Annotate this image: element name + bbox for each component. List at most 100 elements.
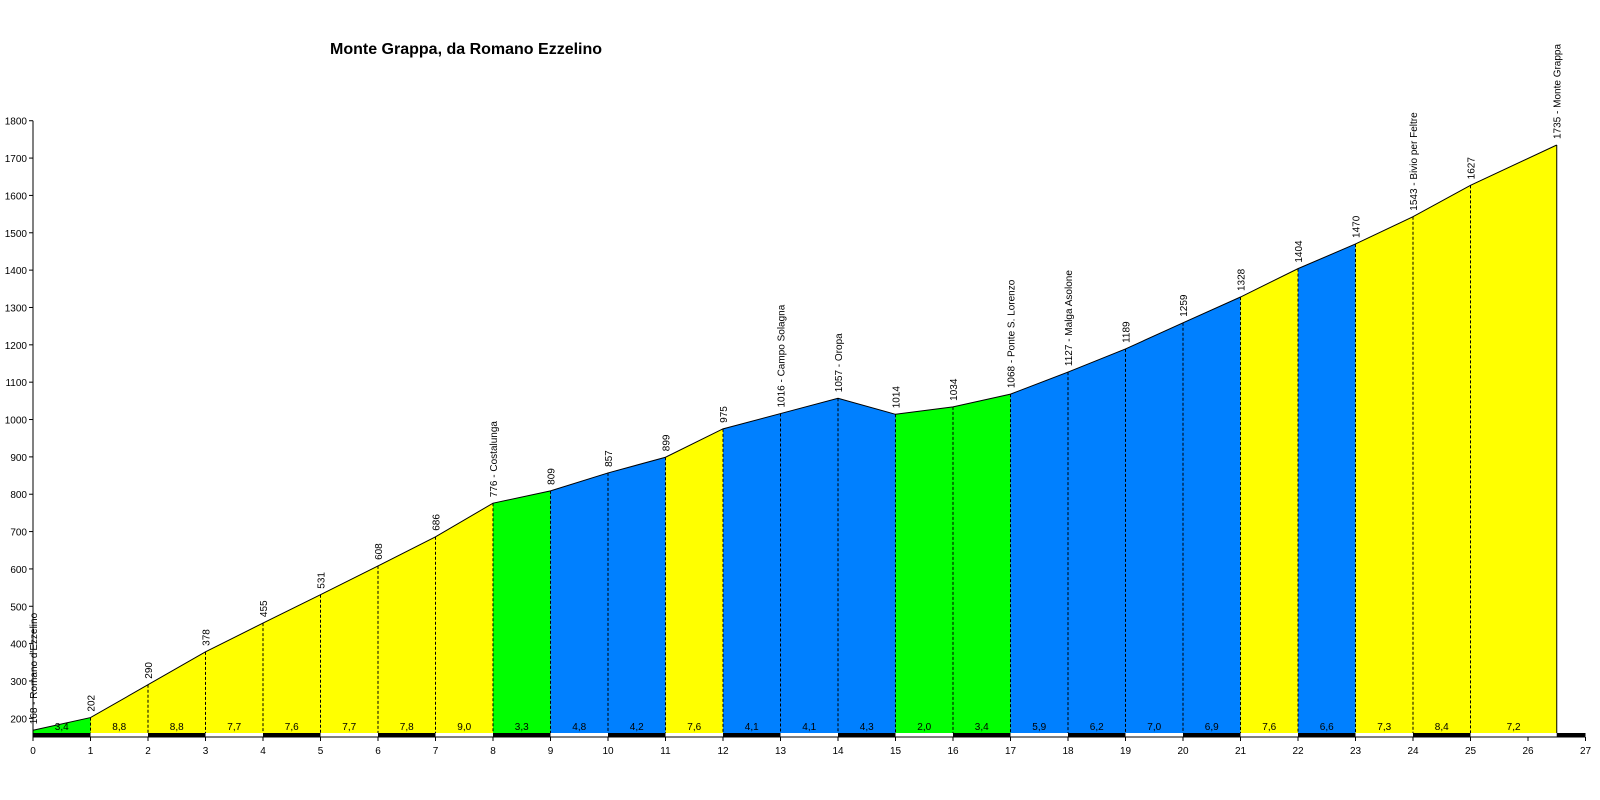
y-tick-label: 400 — [10, 640, 27, 651]
segment-area — [493, 490, 551, 733]
km-strip — [1068, 733, 1126, 737]
segment-area — [1183, 297, 1241, 733]
elevation-label: 686 — [432, 514, 443, 531]
elevation-label: 1404 — [1294, 240, 1305, 263]
y-tick-label: 600 — [10, 565, 27, 576]
x-tick-label: 19 — [1120, 746, 1132, 757]
km-strip — [148, 733, 206, 737]
y-tick-label: 1100 — [5, 378, 27, 389]
y-tick-label: 300 — [10, 677, 27, 688]
elevation-label: 1127 - Malga Asolone — [1064, 270, 1075, 366]
elevation-label: 290 — [144, 662, 155, 679]
segment-area — [1010, 372, 1068, 733]
segment-area — [838, 398, 896, 733]
elevation-label: 899 — [662, 434, 673, 451]
segment-grade-label: 7,6 — [687, 722, 701, 733]
elevation-label: 1735 - Monte Grappa — [1553, 44, 1564, 139]
elevation-label: 809 — [547, 468, 558, 485]
segment-area — [1240, 268, 1298, 733]
x-tick-label: 3 — [203, 746, 209, 757]
segment-area — [780, 398, 838, 733]
km-strip — [493, 733, 551, 737]
y-tick-label: 1700 — [5, 154, 28, 165]
y-tick-label: 1600 — [5, 191, 28, 202]
elevation-label: 168 - Romano d'Ezzelino — [29, 612, 40, 724]
km-strip — [33, 733, 91, 737]
x-tick-label: 7 — [433, 746, 439, 757]
segment-grade-label: 8,8 — [112, 722, 126, 733]
elevation-label: 1543 - Bivio per Feltre — [1409, 112, 1420, 211]
x-tick-label: 16 — [947, 746, 959, 757]
segment-area — [1125, 322, 1183, 733]
segment-area — [953, 394, 1011, 733]
segment-grade-label: 4,2 — [630, 722, 644, 733]
axes: 2003004005006007008009001000110012001300… — [5, 117, 1592, 757]
segment-grade-label: 7,8 — [400, 722, 414, 733]
segment-grade-label: 7,2 — [1507, 722, 1521, 733]
x-tick-label: 10 — [602, 746, 614, 757]
x-tick-label: 20 — [1177, 746, 1189, 757]
x-tick-label: 17 — [1005, 746, 1017, 757]
segment-grade-label: 6,2 — [1090, 722, 1104, 733]
km-strip — [320, 733, 378, 737]
km-strip — [665, 733, 723, 737]
y-tick-label: 1300 — [5, 303, 28, 314]
km-strip — [1556, 733, 1586, 737]
km-strip — [1298, 733, 1356, 737]
x-tick-label: 22 — [1292, 746, 1304, 757]
segment-grade-label: 3,4 — [975, 722, 989, 733]
segment-area — [205, 623, 263, 733]
km-strip — [205, 733, 263, 737]
segment-area — [608, 457, 666, 733]
y-tick-label: 1500 — [5, 229, 28, 240]
segment-area — [550, 472, 608, 733]
elevation-label: 975 — [719, 406, 730, 423]
segment-grade-label: 7,6 — [1262, 722, 1276, 733]
x-tick-label: 23 — [1350, 746, 1362, 757]
y-tick-label: 1400 — [5, 266, 28, 277]
km-strip — [895, 733, 953, 737]
y-tick-label: 900 — [10, 453, 27, 464]
segment-grade-label: 4,1 — [745, 722, 759, 733]
segment-grade-label: 6,9 — [1205, 722, 1219, 733]
km-strip — [608, 733, 666, 737]
x-tick-label: 1 — [88, 746, 94, 757]
x-tick-label: 2 — [145, 746, 151, 757]
segment-area — [320, 565, 378, 733]
segment-area — [1298, 243, 1356, 734]
x-tick-label: 26 — [1522, 746, 1534, 757]
segment-grade-label: 4,1 — [802, 722, 816, 733]
y-tick-label: 200 — [10, 714, 27, 725]
km-strip — [1413, 733, 1471, 737]
x-tick-label: 13 — [775, 746, 787, 757]
km-strip — [550, 733, 608, 737]
x-tick-label: 0 — [30, 746, 36, 757]
km-strip — [1010, 733, 1068, 737]
x-tick-label: 8 — [490, 746, 496, 757]
segment-grade-label: 3,3 — [515, 722, 529, 733]
segment-grade-label: 7,6 — [285, 722, 299, 733]
x-tick-label: 12 — [717, 746, 729, 757]
elevation-label: 1034 — [949, 378, 960, 401]
segment-area — [1413, 185, 1471, 733]
segment-grade-label: 7,0 — [1147, 722, 1161, 733]
segment-area — [665, 428, 723, 733]
elevation-label: 1259 — [1179, 294, 1190, 317]
segment-area — [378, 536, 436, 733]
segment-area — [90, 684, 148, 733]
y-tick-label: 1200 — [5, 341, 28, 352]
segment-grade-label: 8,4 — [1435, 722, 1449, 733]
x-tick-label: 9 — [548, 746, 554, 757]
segment-grade-label: 4,8 — [572, 722, 586, 733]
profile-areas: 3,4 8,8 8,8 7,7 7,6 7,7 7,8 9,0 3,3 4,8 4,2 7,6 4,1 4… — [32, 144, 1586, 737]
km-strip — [263, 733, 321, 737]
km-strip — [723, 733, 781, 737]
segment-grade-label: 9,0 — [457, 722, 471, 733]
segment-area — [33, 717, 91, 733]
segment-grade-label: 7,7 — [227, 722, 241, 733]
point-labels: 168 - Romano d'Ezzelino 202 290 378 455 531 60… — [29, 44, 1564, 725]
elevation-label: 1057 - Oropa — [834, 333, 845, 392]
km-strip — [1470, 733, 1557, 737]
y-tick-label: 500 — [10, 602, 27, 613]
